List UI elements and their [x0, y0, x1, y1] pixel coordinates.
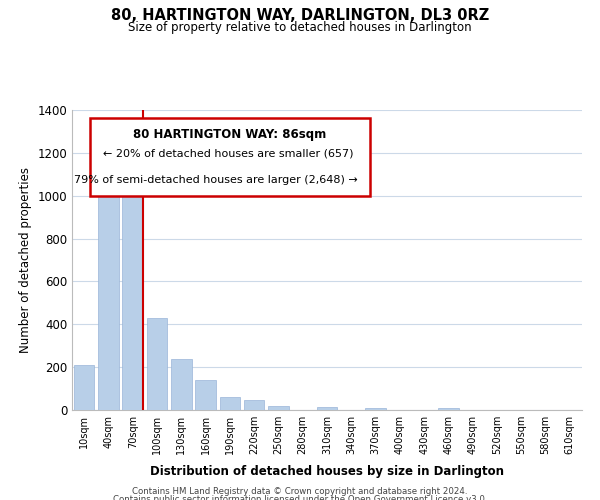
Y-axis label: Number of detached properties: Number of detached properties: [19, 167, 32, 353]
Text: 80, HARTINGTON WAY, DARLINGTON, DL3 0RZ: 80, HARTINGTON WAY, DARLINGTON, DL3 0RZ: [111, 8, 489, 22]
FancyBboxPatch shape: [90, 118, 370, 196]
Bar: [122, 176, 143, 410]
Text: 80 HARTINGTON WAY: 86sqm: 80 HARTINGTON WAY: 86sqm: [133, 128, 327, 141]
Bar: [171, 358, 191, 410]
Text: Contains HM Land Registry data © Crown copyright and database right 2024.: Contains HM Land Registry data © Crown c…: [132, 488, 468, 496]
Bar: [74, 365, 94, 410]
Bar: [365, 408, 386, 410]
Text: 79% of semi-detached houses are larger (2,648) →: 79% of semi-detached houses are larger (…: [74, 175, 358, 185]
Bar: [268, 406, 289, 410]
Bar: [244, 400, 265, 410]
Text: Size of property relative to detached houses in Darlington: Size of property relative to detached ho…: [128, 21, 472, 34]
Bar: [195, 380, 216, 410]
Bar: [146, 318, 167, 410]
Text: Distribution of detached houses by size in Darlington: Distribution of detached houses by size …: [150, 464, 504, 477]
Bar: [98, 170, 119, 410]
Bar: [438, 408, 459, 410]
Text: ← 20% of detached houses are smaller (657): ← 20% of detached houses are smaller (65…: [103, 149, 353, 159]
Bar: [220, 397, 240, 410]
Bar: [317, 407, 337, 410]
Text: Contains public sector information licensed under the Open Government Licence v3: Contains public sector information licen…: [113, 495, 487, 500]
